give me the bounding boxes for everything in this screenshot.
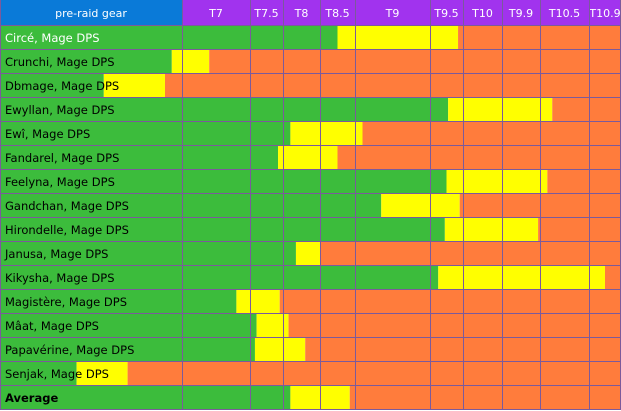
row-13-label: Papavérine, Mage DPS [5, 343, 134, 357]
row-7-yellow-bar [381, 194, 460, 218]
chart-bars [0, 26, 621, 410]
row-13-green-bar [0, 338, 255, 362]
row-6-orange-bar [547, 170, 621, 194]
tier-header-t10-5: T10.5 [548, 7, 580, 20]
tier-header-t8: T8 [294, 7, 309, 20]
row-11-yellow-bar [236, 290, 280, 314]
row-3-orange-bar [552, 98, 621, 122]
row-10-yellow-bar [438, 266, 605, 290]
row-4-green-bar [0, 122, 291, 146]
row-4-yellow-bar [290, 122, 363, 146]
row-5-orange-bar [337, 146, 621, 170]
row-3-yellow-bar [448, 98, 553, 122]
row-0-orange-bar [458, 26, 621, 50]
tier-header-t10: T10 [471, 7, 493, 20]
row-12-orange-bar [288, 314, 621, 338]
row-12-green-bar [0, 314, 257, 338]
row-2-yellow-bar [103, 74, 165, 98]
row-14-label: Senjak, Mage DPS [5, 367, 109, 381]
row-8-orange-bar [538, 218, 621, 242]
header-label-text: pre-raid gear [55, 7, 127, 20]
row-1-orange-bar [209, 50, 621, 74]
row-7-label: Gandchan, Mage DPS [5, 199, 129, 213]
row-1-label: Crunchi, Mage DPS [5, 55, 115, 69]
row-8-label: Hirondelle, Mage DPS [5, 223, 129, 237]
row-14-orange-bar [127, 362, 621, 386]
row-9-yellow-bar [295, 242, 320, 266]
row-15-orange-bar [349, 386, 621, 410]
row-9-orange-bar [320, 242, 621, 266]
row-7-green-bar [0, 194, 382, 218]
row-14-yellow-bar [76, 362, 128, 386]
tier-header-t8-5: T8.5 [324, 7, 349, 20]
row-0-green-bar [0, 26, 338, 50]
row-4-label: Ewî, Mage DPS [5, 127, 90, 141]
row-4-orange-bar [362, 122, 621, 146]
row-10-green-bar [0, 266, 439, 290]
row-8-green-bar [0, 218, 445, 242]
row-15-green-bar [0, 386, 291, 410]
row-1-green-bar [0, 50, 172, 74]
tier-header-t7: T7 [208, 7, 223, 20]
row-2-label: Dbmage, Mage DPS [5, 79, 119, 93]
row-3-green-bar [0, 98, 449, 122]
row-11-label: Magistère, Mage DPS [5, 295, 127, 309]
row-11-orange-bar [279, 290, 621, 314]
row-13-yellow-bar [254, 338, 306, 362]
tier-header-t10-9: T10.9 [588, 7, 620, 20]
row-0-yellow-bar [337, 26, 459, 50]
tier-header-t9: T9 [385, 7, 400, 20]
chart-header: pre-raid gear T7 T7.5 T8 T8.5 T9 T9.5 T10 T9.9 T1… [0, 0, 621, 26]
row-6-label: Feelyna, Mage DPS [5, 175, 115, 189]
chart-row-labels: Circé, Mage DPS Crunchi, Mage DPS Dbmage, … [4, 31, 134, 405]
row-5-green-bar [0, 146, 279, 170]
row-1-yellow-bar [171, 50, 210, 74]
row-5-label: Fandarel, Mage DPS [5, 151, 119, 165]
row-6-yellow-bar [446, 170, 548, 194]
row-15-label: Average [5, 391, 58, 405]
row-10-label: Kikysha, Mage DPS [5, 271, 115, 285]
row-3-label: Ewyllan, Mage DPS [5, 103, 115, 117]
tier-header-t9-5: T9.5 [433, 7, 458, 20]
row-6-green-bar [0, 170, 447, 194]
row-11-green-bar [0, 290, 237, 314]
row-2-green-bar [0, 74, 104, 98]
row-10-orange-bar [605, 266, 621, 290]
header-label-cell [0, 0, 182, 26]
row-5-yellow-bar [278, 146, 338, 170]
header-tier-band [182, 0, 621, 26]
row-0-label: Circé, Mage DPS [5, 31, 100, 45]
row-14-green-bar [0, 362, 77, 386]
row-9-green-bar [0, 242, 296, 266]
row-8-yellow-bar [444, 218, 539, 242]
row-2-orange-bar [165, 74, 621, 98]
row-12-label: Mâat, Mage DPS [5, 319, 99, 333]
row-9-label: Janusa, Mage DPS [4, 247, 108, 261]
tier-header-t7-5: T7.5 [253, 7, 278, 20]
tier-header-t9-9: T9.9 [508, 7, 533, 20]
